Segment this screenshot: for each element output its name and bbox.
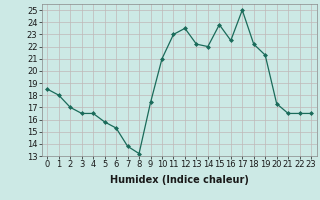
X-axis label: Humidex (Indice chaleur): Humidex (Indice chaleur) [110,175,249,185]
